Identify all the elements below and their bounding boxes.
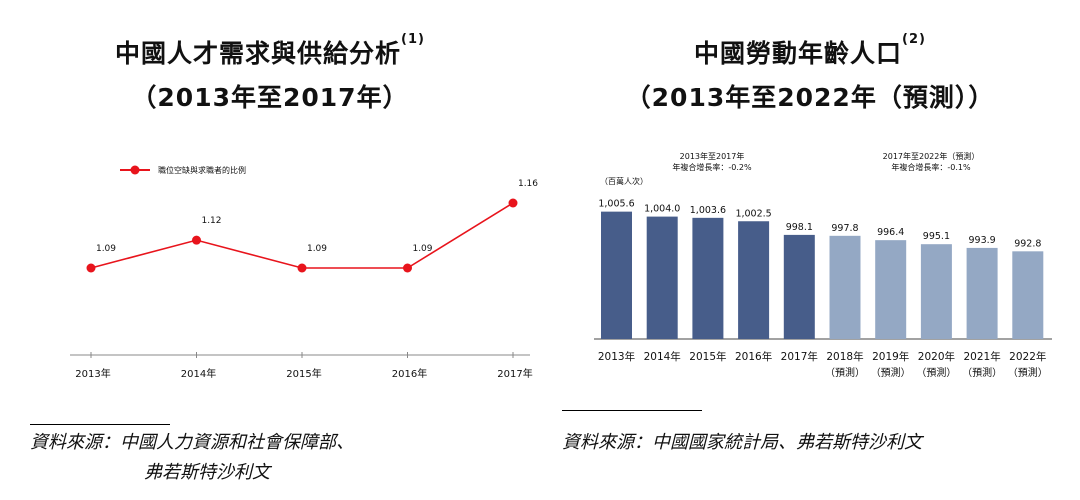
bar-chart: 1,005.6 2013年 1,004.0 2014年 1,003.6 2015年 1,00…: [594, 151, 1052, 379]
x-tick-label: 2015年: [286, 367, 321, 380]
x-tick-label: 2013年: [598, 350, 635, 363]
bar-value-label: 995.1: [923, 231, 950, 242]
right-chart-title: 中國勞動年齡人口(2): [694, 32, 926, 68]
x-tick-sublabel: （預測）: [825, 366, 865, 379]
series-line: [90, 202, 514, 269]
x-tick-label: 2019年: [872, 350, 909, 363]
x-tick-label: 2017年: [781, 350, 818, 363]
source-divider: [30, 424, 170, 425]
bar: [1012, 251, 1044, 339]
x-tick-sublabel: （預測）: [916, 366, 956, 379]
left-source-line1: 資料來源：中國人力資源和社會保障部、: [30, 432, 354, 453]
data-point: [192, 235, 201, 245]
bar: [829, 235, 861, 339]
data-label: 1.16: [518, 179, 538, 189]
legend-label: 職位空缺與求職者的比例: [158, 165, 246, 175]
data-label: 1.09: [412, 244, 432, 254]
x-tick-label: 2015年: [689, 350, 726, 363]
x-tick-label: 2016年: [735, 350, 772, 363]
bar: [692, 217, 724, 339]
x-tick-label: 2016年: [392, 367, 427, 380]
x-tick-label: 2018年: [826, 350, 863, 363]
bar-value-label: 996.4: [877, 227, 904, 238]
data-label: 1.09: [96, 244, 116, 254]
x-tick-label: 2021年: [963, 350, 1000, 363]
right-chart-subtitle: （2013年至2022年（預測））: [625, 83, 995, 112]
bar-value-label: 1,005.6: [598, 199, 634, 210]
bar-value-label: 992.8: [1014, 238, 1041, 249]
source-divider: [562, 410, 702, 411]
right-source-line1: 資料來源：中國國家統計局、弗若斯特沙利文: [562, 432, 922, 453]
legend-marker: [130, 165, 140, 175]
bar-value-label: 1,003.6: [690, 205, 726, 216]
cagr-annotation-1-line2: 年複合增長率：-0.2%: [672, 162, 752, 172]
cagr-annotation-1-line1: 2013年至2017年: [680, 151, 745, 161]
left-source-line2: 弗若斯特沙利文: [144, 462, 270, 483]
bar: [875, 240, 907, 339]
unit-label: （百萬人次）: [600, 176, 648, 186]
x-tick-label: 2022年: [1009, 350, 1046, 363]
cagr-annotation-2-line2: 年複合增長率：-0.1%: [891, 162, 971, 172]
left-chart-panel: 中國人才需求與供給分析(1) （2013年至2017年） 2013年 2014年 2…: [30, 32, 538, 483]
left-chart-subtitle: （2013年至2017年）: [131, 83, 409, 112]
data-label: 1.12: [201, 216, 221, 226]
left-chart-title: 中國人才需求與供給分析(1): [115, 32, 425, 68]
x-tick-sublabel: （預測）: [1008, 366, 1048, 379]
bar-value-label: 1,004.0: [644, 204, 680, 215]
bar: [738, 221, 770, 339]
bar: [783, 234, 815, 339]
x-tick-sublabel: （預測）: [962, 366, 1002, 379]
data-point: [508, 198, 518, 208]
right-chart-panel: 中國勞動年齡人口(2) （2013年至2022年（預測）） 1,005.6 201…: [540, 0, 1080, 500]
data-point: [86, 263, 96, 273]
data-point: [297, 263, 307, 273]
bar-value-label: 997.8: [831, 223, 858, 234]
data-label: 1.09: [307, 244, 327, 254]
data-point: [403, 263, 412, 273]
x-tick-label: 2014年: [644, 350, 681, 363]
x-tick-label: 2014年: [181, 367, 216, 380]
bar: [601, 211, 632, 339]
x-tick-label: 2017年: [497, 367, 532, 380]
bar: [920, 244, 952, 339]
x-tick-label: 2020年: [918, 350, 955, 363]
line-chart: 2013年 2014年 2015年 2016年 2017年 職位空缺與求職者的比例 1.09…: [70, 165, 538, 380]
bar-value-label: 993.9: [968, 235, 995, 246]
x-tick-label: 2013年: [75, 367, 110, 380]
cagr-annotation-2-line1: 2017年至2022年（預測）: [883, 151, 980, 161]
bar-value-label: 998.1: [786, 222, 813, 233]
x-tick-sublabel: （預測）: [871, 366, 911, 379]
bar: [646, 216, 678, 339]
bar: [966, 247, 998, 339]
bar-value-label: 1,002.5: [735, 208, 771, 219]
